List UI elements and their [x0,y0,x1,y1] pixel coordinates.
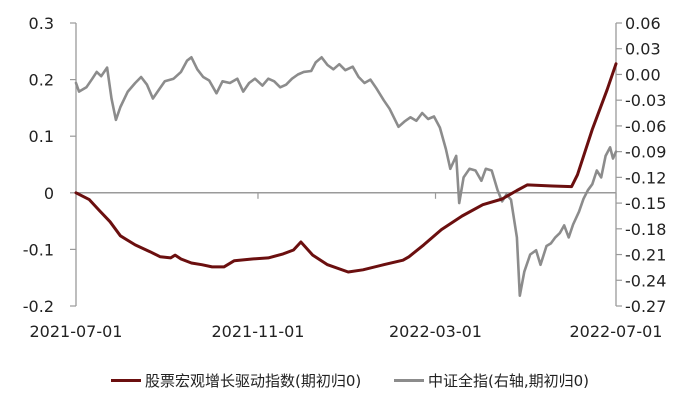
right-axis-tick-label: 0.00 [625,65,661,84]
legend-label: 中证全指(右轴,期初归0) [428,372,590,390]
chart-legend: 股票宏观增长驱动指数(期初归0) 中证全指(右轴,期初归0) [0,368,700,391]
x-axis-tick-label: 2022-03-01 [389,322,482,341]
right-axis-tick-label: -0.06 [625,117,666,136]
left-axis-tick-label: 0 [44,184,54,203]
right-axis-tick-label: 0.03 [625,40,661,59]
right-axis-tick-label: -0.24 [625,271,666,290]
right-axis-tick-label: -0.18 [625,220,666,239]
macro-growth-index-line [74,62,618,274]
right-axis-tick-label: -0.27 [625,297,666,316]
legend-item-csi-all-share: 中证全指(右轴,期初归0) [394,370,589,391]
x-axis-tick-label: 2021-11-01 [211,322,304,341]
right-y-axis: 0.06 0.03 0.00 -0.03 -0.06 -0.09 -0.12 -0.15 -0.… [615,14,666,316]
legend-item-macro-growth-index: 股票宏观增长驱动指数(期初归0) [110,370,362,391]
right-axis-tick-label: -0.15 [625,194,666,213]
right-axis-tick-label: 0.06 [625,14,661,33]
x-axis: 2021-07-01 2021-11-01 2022-03-01 2022-07-01 [30,192,663,341]
left-axis-tick-label: -0.1 [23,240,54,259]
series-layer [74,56,618,297]
legend-swatch-red-line [110,379,141,382]
left-axis-tick-label: -0.2 [23,297,54,316]
left-axis-tick-label: 0.2 [29,71,54,90]
right-axis-tick-label: -0.12 [625,168,666,187]
legend-swatch-gray-line [394,379,424,382]
right-axis-tick-label: -0.03 [625,91,666,110]
left-y-axis: 0.3 0.2 0.1 0 -0.1 -0.2 [23,14,77,316]
legend-label: 股票宏观增长驱动指数(期初归0) [144,372,362,390]
left-axis-tick-label: 0.1 [29,127,54,146]
left-axis-tick-label: 0.3 [29,14,54,33]
right-axis-tick-label: -0.09 [625,143,666,162]
x-axis-tick-label: 2021-07-01 [30,322,123,341]
right-axis-tick-label: -0.21 [625,246,666,265]
csi-all-share-line [74,56,618,297]
x-axis-tick-label: 2022-07-01 [570,322,663,341]
